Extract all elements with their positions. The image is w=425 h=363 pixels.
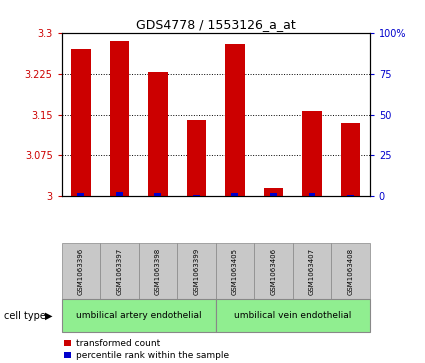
Bar [148,72,167,196]
Bar [193,195,200,196]
Text: cell type: cell type [4,311,46,321]
Bar [110,41,129,196]
Text: GSM1063405: GSM1063405 [232,248,238,295]
Bar [232,193,238,196]
Bar [347,195,354,196]
Bar [116,192,123,196]
Bar [341,123,360,196]
Text: umbilical vein endothelial: umbilical vein endothelial [234,311,351,320]
Text: GSM1063399: GSM1063399 [193,248,199,295]
Bar [154,193,162,196]
Bar [302,111,322,196]
Title: GDS4778 / 1553126_a_at: GDS4778 / 1553126_a_at [136,19,295,32]
Text: GSM1063407: GSM1063407 [309,248,315,295]
Bar [77,193,84,196]
Text: transformed count: transformed count [76,339,160,347]
Text: GSM1063397: GSM1063397 [116,248,122,295]
Text: GSM1063398: GSM1063398 [155,248,161,295]
Text: ▶: ▶ [45,311,52,321]
Bar [264,188,283,196]
Bar [71,49,91,196]
Text: GSM1063396: GSM1063396 [78,248,84,295]
Text: percentile rank within the sample: percentile rank within the sample [76,351,229,359]
Bar [270,193,277,196]
Bar [309,193,315,196]
Text: GSM1063406: GSM1063406 [270,248,276,295]
Bar [225,44,244,196]
Text: umbilical artery endothelial: umbilical artery endothelial [76,311,201,320]
Bar [187,120,206,196]
Text: GSM1063408: GSM1063408 [348,248,354,295]
